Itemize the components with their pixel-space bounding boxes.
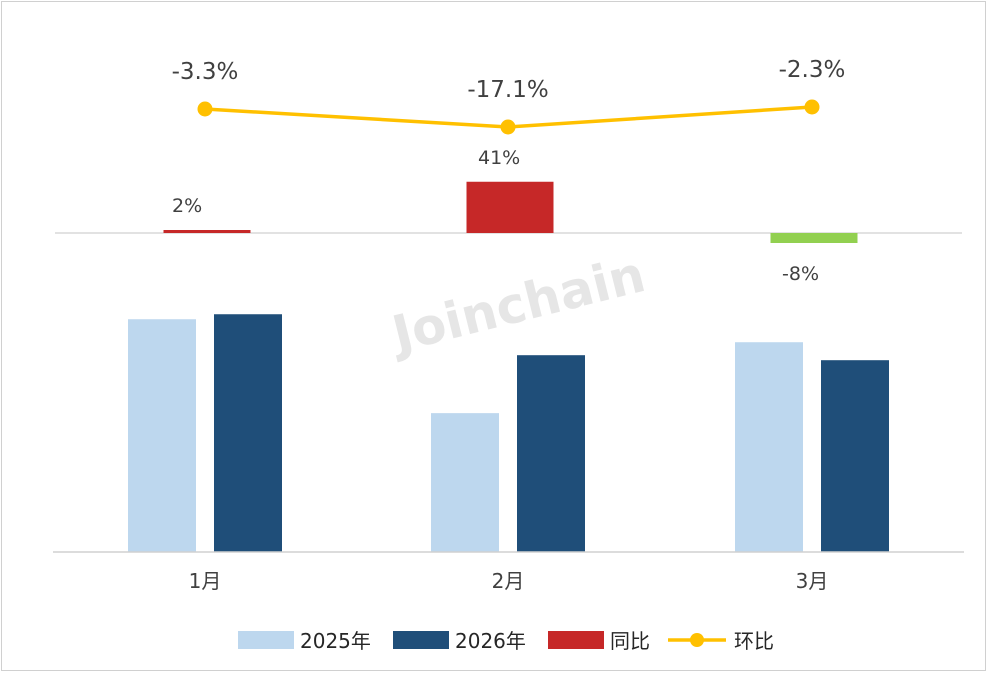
legend-yoy-swatch (548, 631, 604, 649)
yoy-bar-2 (466, 181, 554, 233)
x-tick-label-3: 3月 (796, 569, 829, 593)
legend-2025-swatch (238, 631, 294, 649)
x-tick-label-1: 1月 (189, 569, 222, 593)
bar-2025-3 (735, 342, 803, 552)
bar-2026-3 (821, 360, 889, 552)
legend-mom-label: 环比 (734, 629, 774, 653)
x-tick-label-2: 2月 (492, 569, 525, 593)
mom-point-3 (804, 99, 820, 115)
mom-label-2: -17.1% (467, 77, 548, 103)
legend-2026-label: 2026年 (455, 629, 526, 653)
watermark: Joinchain (384, 245, 651, 364)
legend-2026-swatch (393, 631, 449, 649)
mom-point-1 (197, 101, 213, 117)
yoy-label-1: 2% (172, 195, 202, 217)
bar-2025-2 (431, 413, 499, 552)
bar-2026-1 (214, 314, 282, 552)
bar-2025-1 (128, 319, 196, 552)
yoy-bar-1 (163, 230, 251, 233)
legend-yoy-label: 同比 (610, 629, 650, 653)
mom-point-2 (500, 119, 516, 135)
yoy-label-2: 41% (478, 147, 520, 169)
legend-mom-swatch-marker (690, 633, 704, 647)
legend-2025-label: 2025年 (300, 629, 371, 653)
yoy-bar-3 (770, 233, 858, 243)
mom-label-1: -3.3% (172, 59, 239, 85)
mom-label-3: -2.3% (779, 57, 846, 83)
yoy-label-3: -8% (782, 263, 819, 285)
bar-2026-2 (517, 355, 585, 552)
